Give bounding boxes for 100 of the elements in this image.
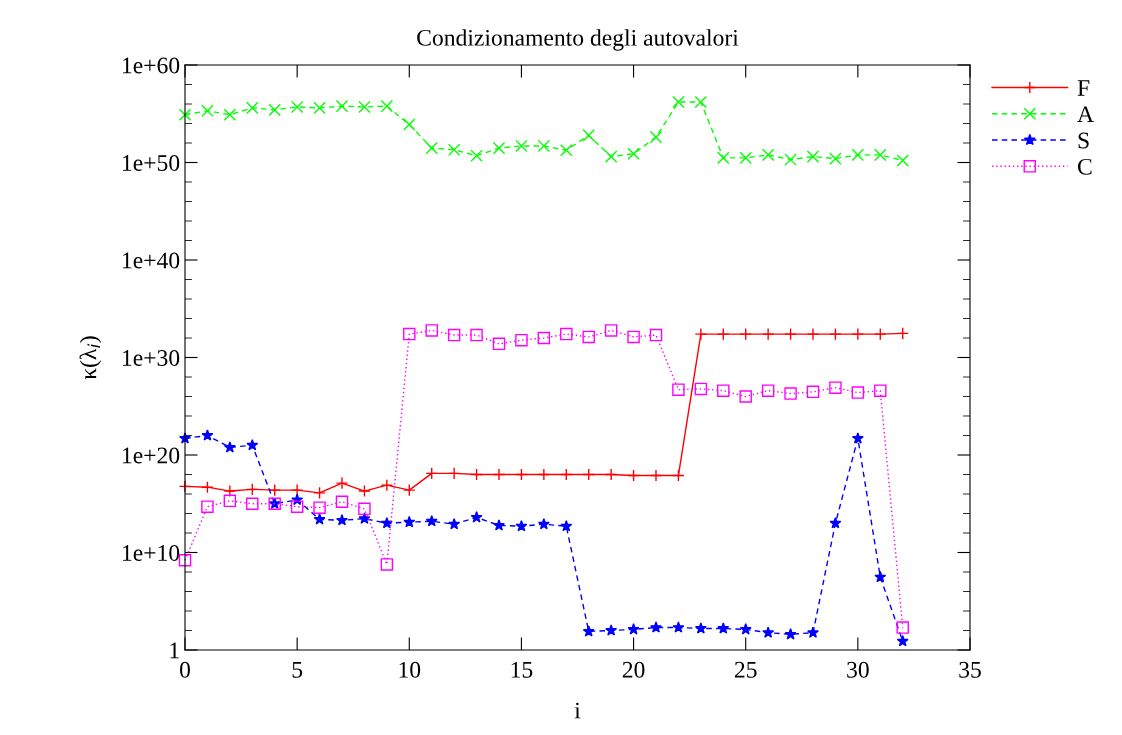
point bbox=[335, 476, 349, 490]
x-tick-label: 5 bbox=[292, 662, 303, 678]
legend-label: C bbox=[1077, 158, 1092, 175]
point bbox=[604, 468, 618, 481]
point bbox=[380, 478, 394, 492]
point bbox=[627, 469, 640, 482]
point bbox=[560, 144, 573, 157]
point bbox=[201, 429, 214, 441]
point bbox=[717, 151, 730, 165]
point bbox=[425, 141, 438, 155]
point bbox=[380, 516, 393, 529]
point bbox=[246, 497, 259, 511]
point bbox=[672, 95, 685, 109]
point bbox=[896, 154, 909, 167]
point bbox=[604, 150, 618, 163]
point bbox=[896, 621, 909, 634]
point bbox=[582, 625, 595, 637]
point bbox=[403, 118, 416, 131]
point bbox=[762, 626, 775, 638]
point bbox=[492, 337, 506, 351]
point bbox=[627, 330, 640, 344]
point bbox=[851, 386, 865, 399]
point bbox=[896, 327, 909, 340]
point bbox=[874, 327, 887, 341]
x-tick-label: 30 bbox=[847, 661, 869, 678]
point bbox=[694, 95, 708, 109]
x-tick-label: 35 bbox=[959, 661, 981, 678]
point bbox=[336, 514, 348, 526]
point bbox=[447, 143, 461, 157]
point bbox=[447, 328, 461, 342]
point bbox=[650, 621, 662, 633]
point bbox=[313, 486, 326, 500]
point bbox=[515, 468, 528, 481]
y-tick-label: 1 bbox=[170, 642, 179, 659]
point bbox=[627, 147, 640, 160]
point bbox=[874, 148, 887, 162]
point bbox=[649, 469, 663, 482]
point bbox=[627, 623, 640, 635]
point bbox=[739, 390, 752, 403]
y-tick-label: 1e+10 bbox=[123, 544, 180, 561]
point bbox=[290, 100, 304, 114]
point bbox=[604, 324, 618, 337]
point bbox=[425, 324, 438, 337]
point bbox=[761, 148, 775, 162]
point bbox=[492, 468, 506, 481]
point bbox=[178, 554, 192, 567]
point bbox=[582, 129, 595, 142]
point bbox=[851, 327, 865, 341]
point bbox=[223, 108, 237, 121]
point bbox=[246, 438, 259, 451]
point bbox=[761, 327, 775, 341]
point bbox=[739, 327, 752, 341]
point bbox=[649, 328, 663, 342]
point bbox=[335, 99, 349, 113]
point bbox=[717, 384, 730, 397]
x-tick-label: 0 bbox=[180, 661, 190, 678]
point bbox=[201, 500, 214, 513]
point bbox=[874, 384, 887, 397]
point bbox=[178, 108, 192, 121]
y-tick-label: 1e+40 bbox=[123, 252, 180, 269]
point bbox=[784, 628, 797, 640]
x-tick-label: 10 bbox=[399, 661, 421, 678]
point bbox=[739, 623, 752, 635]
point bbox=[470, 468, 483, 481]
point bbox=[470, 328, 483, 342]
point bbox=[358, 502, 371, 516]
point bbox=[896, 634, 909, 647]
point bbox=[851, 432, 864, 444]
point bbox=[582, 468, 595, 481]
point bbox=[246, 101, 259, 115]
point bbox=[582, 330, 595, 344]
legend-label: A bbox=[1077, 106, 1094, 122]
point bbox=[447, 467, 461, 480]
chart-title: Condizionamento degli autovalori bbox=[417, 29, 739, 51]
point bbox=[672, 383, 685, 396]
point bbox=[829, 516, 842, 529]
point bbox=[672, 469, 685, 482]
point bbox=[605, 624, 618, 636]
point bbox=[694, 382, 708, 396]
point bbox=[403, 483, 416, 497]
point bbox=[806, 385, 820, 399]
point bbox=[335, 495, 349, 509]
point bbox=[470, 511, 483, 523]
x-tick-label: 20 bbox=[622, 661, 645, 678]
point bbox=[425, 515, 438, 527]
point bbox=[537, 468, 551, 481]
point bbox=[448, 517, 461, 530]
y-tick-label: 1e+20 bbox=[123, 447, 180, 464]
point bbox=[201, 480, 214, 494]
point bbox=[784, 387, 797, 400]
point bbox=[313, 501, 326, 514]
point bbox=[246, 483, 259, 496]
y-tick-label: 1e+30 bbox=[123, 349, 180, 366]
point bbox=[358, 512, 371, 524]
point bbox=[717, 327, 730, 341]
point bbox=[515, 139, 528, 153]
point bbox=[739, 151, 752, 165]
point bbox=[515, 519, 528, 532]
point bbox=[829, 327, 842, 341]
point bbox=[672, 621, 685, 633]
